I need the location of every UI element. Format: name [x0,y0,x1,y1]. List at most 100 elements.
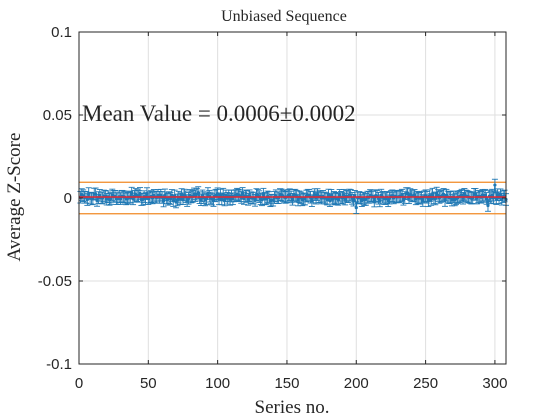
data-point [206,191,210,196]
data-point [342,193,346,197]
data-point [378,199,382,203]
data-point [218,193,223,197]
data-point [430,192,435,196]
data-point [95,198,99,203]
data-point [313,192,317,197]
data-point [199,198,203,202]
data-point [138,191,142,196]
data-point [228,197,232,201]
data-point [181,197,185,201]
data-point [161,199,166,203]
data-point [486,203,490,208]
data-point [360,199,364,203]
y-axis-label: Average Z-Score [4,133,25,262]
data-point [473,192,478,197]
data-point [483,193,487,197]
y-tick-label: 0 [64,190,72,207]
data-point [261,192,265,196]
y-tick-label: 0.1 [51,24,72,41]
data-point [87,191,91,196]
data-point [310,199,314,203]
x-tick-label: 250 [413,375,438,392]
data-point [211,198,216,203]
data-point [325,197,329,201]
x-tick-label: 50 [140,375,157,392]
data-point [460,193,464,197]
data-point [336,197,340,201]
data-point [349,193,353,197]
data-point [372,199,376,203]
y-tick-label: 0.05 [43,107,72,124]
data-point [450,198,454,202]
y-tick-label: -0.05 [38,273,72,290]
data-point [130,191,134,195]
x-tick-label: 100 [205,375,230,392]
data-point [296,198,300,202]
data-point [141,197,145,201]
data-point [429,197,433,202]
data-point [196,190,200,195]
data-point [170,193,174,197]
data-point [442,192,446,196]
data-point [204,197,209,201]
data-point [433,197,437,201]
x-tick-label: 200 [344,375,369,392]
data-point [105,197,109,201]
data-point [179,192,184,197]
data-point [386,199,390,203]
y-tick-label: -0.1 [46,356,72,373]
data-point [426,199,430,203]
data-point [498,193,503,197]
data-point [303,197,307,201]
data-point [85,197,89,202]
data-point [231,197,235,201]
data-point [131,197,135,201]
data-point [216,192,220,196]
x-tick-label: 300 [482,375,507,392]
data-point [178,197,182,201]
data-point [493,183,497,187]
chart-title: Unbiased Sequence [221,8,347,25]
data-point [163,193,167,197]
data-point [240,191,245,196]
data-point [494,197,498,201]
data-point [496,193,500,197]
data-point [175,198,180,202]
data-point [421,198,425,203]
data-point [246,197,250,201]
data-point [290,197,295,201]
data-point [315,192,320,197]
data-layer [77,178,509,215]
data-point [354,206,358,210]
data-point [221,192,225,196]
data-point [271,198,275,202]
x-tick-label: 0 [75,375,83,392]
data-point [288,193,292,197]
text-layer: Unbiased Sequence Series no. Average Z-S… [4,8,356,418]
data-point [171,198,175,203]
axes-layer: 0 50 100 150 200 250 300 -0.1 -0.05 0 0.05 0.1 [38,24,508,392]
data-point [217,197,221,201]
data-point [412,193,417,197]
data-point [443,198,447,203]
data-point [145,191,149,196]
mean-annotation: Mean Value = 0.0006±0.0002 [82,101,356,126]
data-point [326,193,331,197]
data-point [351,198,356,202]
data-point [328,199,332,203]
data-point [343,197,347,201]
data-point [490,193,494,197]
data-point [400,193,404,197]
data-point [220,197,224,201]
data-point [253,198,257,202]
data-point [435,191,439,195]
data-point [329,193,333,197]
x-axis-label: Series no. [255,397,330,418]
data-point [98,193,102,197]
data-point [94,192,98,196]
data-point [91,197,95,201]
data-point [405,191,410,196]
x-tick-label: 150 [274,375,299,392]
